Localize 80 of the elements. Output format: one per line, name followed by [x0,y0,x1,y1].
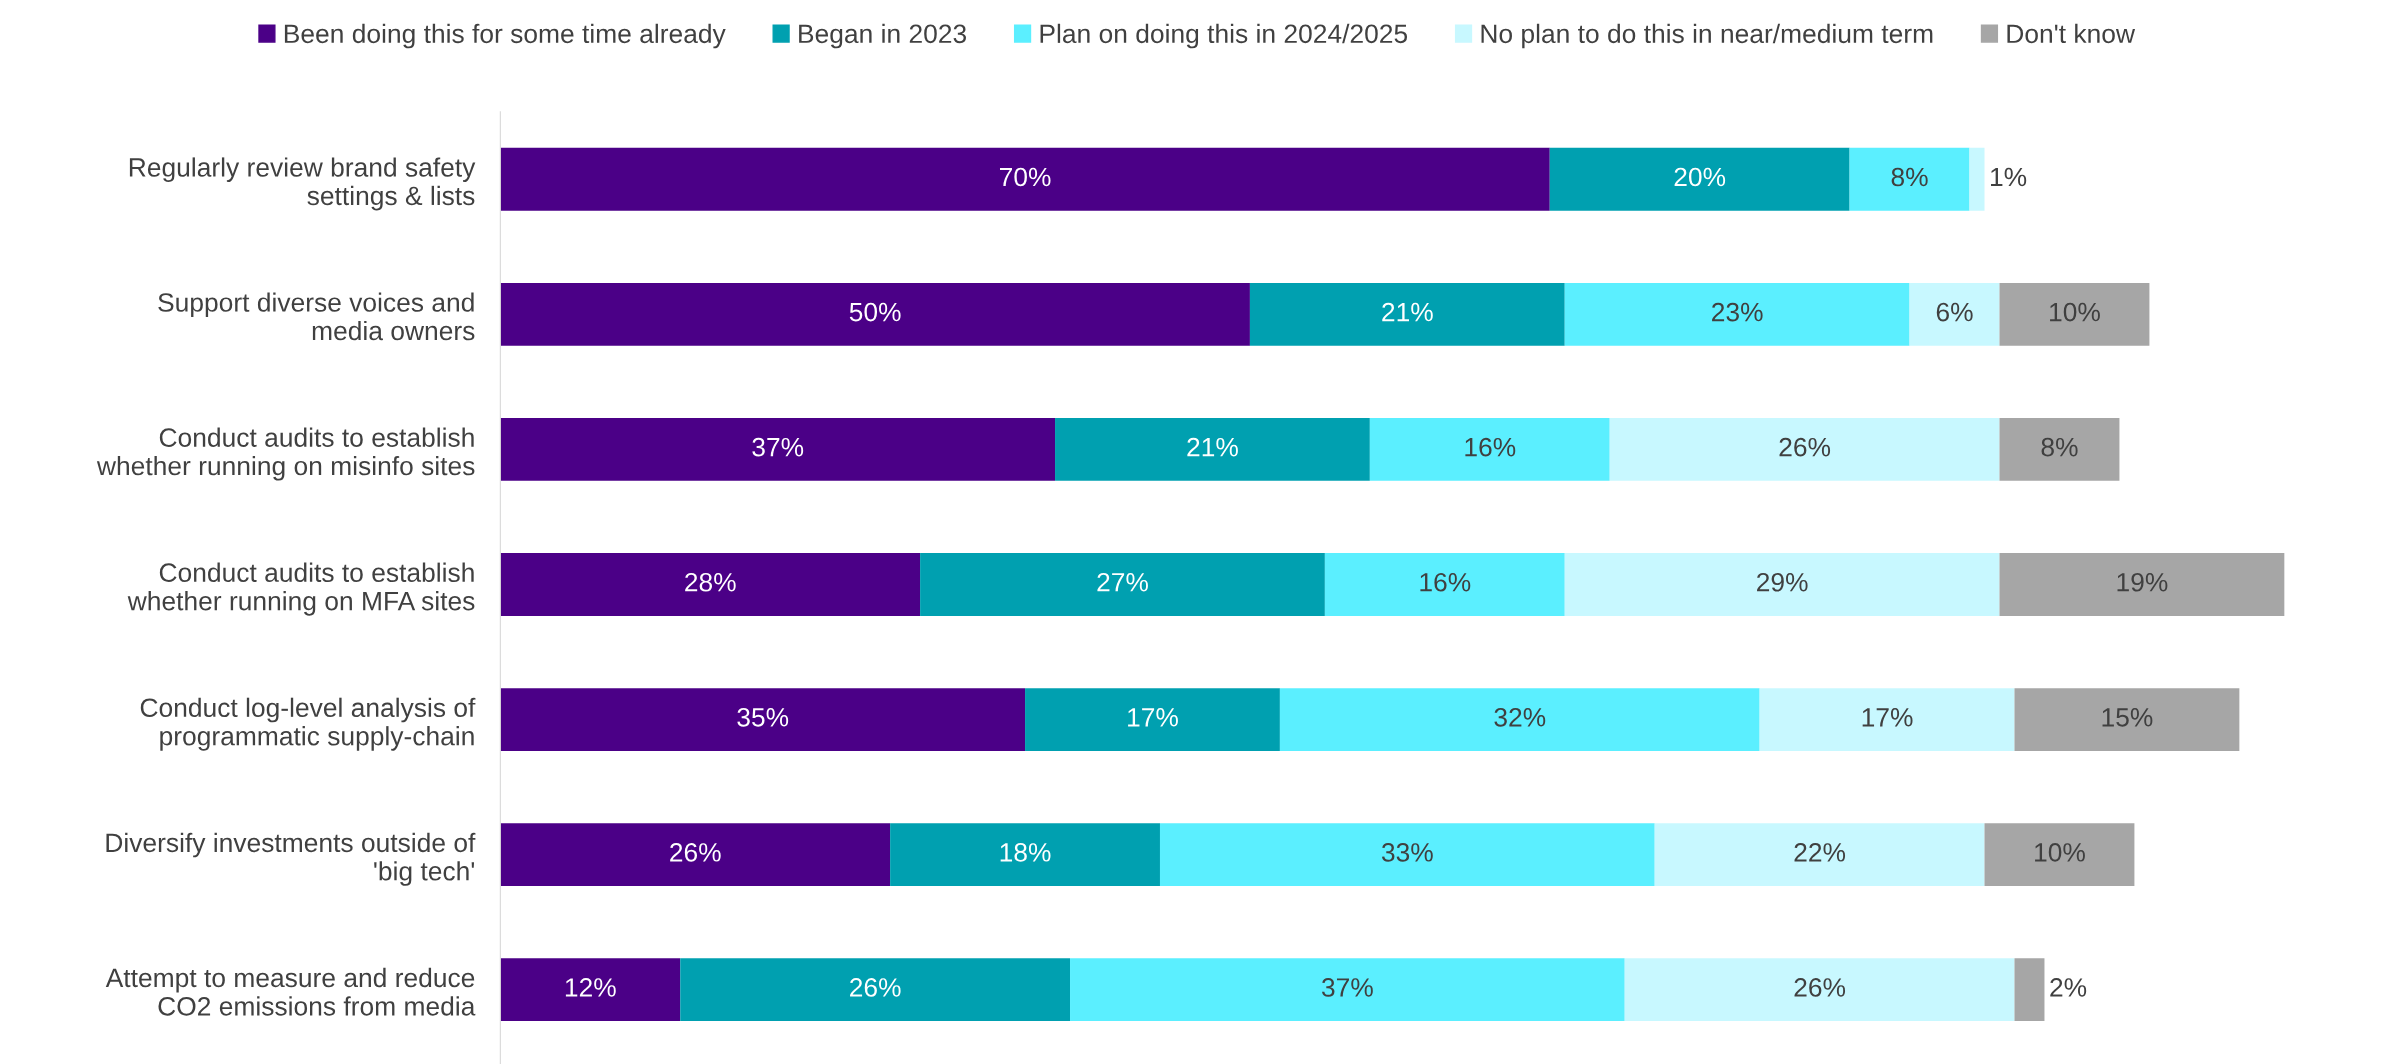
data-label: 27% [1097,572,1148,592]
data-label: 18% [1000,843,1051,862]
bar [1999,418,2120,481]
data-label: 2% [2050,978,2087,997]
data-label: 26% [1779,437,1831,457]
bar [1564,282,1910,346]
bar [1564,553,2000,616]
bar [1369,418,1610,481]
bar [1609,418,2000,481]
data-label: 28% [685,572,736,592]
bar [1909,282,2000,346]
data-label: 8% [1891,167,1928,187]
data-label: 1% [1991,167,2027,187]
data-label: 26% [670,843,721,862]
bar [890,823,1160,887]
bar [500,282,1250,346]
bar [1549,147,1850,211]
bar [500,823,891,887]
y-tick-label: Conduct audits to establish whether running on misinfo sites [96,427,475,481]
y-tick-label: Support diverse voices and media owners [158,292,475,341]
data-label: 32% [1494,707,1546,727]
bar [680,958,1071,1022]
bar [1279,688,1760,751]
y-tick-label: Conduct audits to establish whether running on MFA sites [127,562,475,616]
bar [2014,958,2045,1022]
legend-label: Plan on doing this in 2024/2025 [1040,23,1408,49]
bar [500,147,1550,211]
data-label: 26% [850,978,901,997]
legend-label: Don't know [2007,23,2136,44]
data-label: 23% [1712,302,1763,322]
data-label: 35% [737,707,789,727]
data-label: 15% [2102,708,2153,727]
data-label: 21% [1382,302,1433,322]
data-label: 29% [1757,572,1808,592]
bar [1624,958,2015,1022]
data-label: 50% [849,302,901,322]
bar [1999,553,2285,616]
data-label: 16% [1420,572,1471,592]
data-label: 26% [1794,978,1846,997]
bar [1324,553,1565,616]
bar [2014,688,2240,751]
bar [920,553,1325,616]
data-label: 16% [1465,437,1516,457]
data-label: 21% [1187,437,1238,457]
data-label: 20% [1674,167,1726,187]
bar [500,688,1026,751]
y-tick-label: Attempt to measure and reduce CO2 emissions from media [105,967,476,1016]
bar [1249,282,1565,346]
legend-label: Began in 2023 [799,23,967,49]
bar [1849,147,1970,211]
data-label: 6% [1936,302,1973,322]
legend-label: No plan to do this in near/medium term [1481,23,1933,49]
data-label: 37% [1321,978,1373,997]
data-label: 10% [2050,302,2100,322]
data-label: 17% [1862,708,1913,727]
data-label: 22% [1794,843,1846,862]
bar [500,553,921,616]
y-tick-label: Diversify investments outside of 'big tech' [106,832,476,886]
bar [1999,282,2150,346]
data-label: 8% [2041,437,2078,457]
data-label: 19% [2117,572,2168,592]
bar [1055,418,1370,481]
bar [1654,823,1985,887]
data-label: 37% [752,437,804,457]
bar [500,958,681,1022]
bar [1969,147,1985,211]
bar [1759,688,2015,751]
data-label: 10% [2035,843,2085,862]
data-label: 70% [999,167,1051,187]
data-label: 12% [565,978,616,997]
legend-label: Been doing this for some time already [284,23,726,49]
bar [1025,688,1280,751]
y-tick-label: Conduct log-level analysis of programmatic supply-chain [140,697,476,751]
bar [500,418,1056,481]
bar [1984,823,2135,887]
bar [1159,823,1655,887]
y-tick-label: Regularly review brand safety settings & lists [129,157,476,211]
data-label: 17% [1128,708,1178,727]
bar [1070,958,1625,1022]
data-label: 33% [1381,843,1433,862]
